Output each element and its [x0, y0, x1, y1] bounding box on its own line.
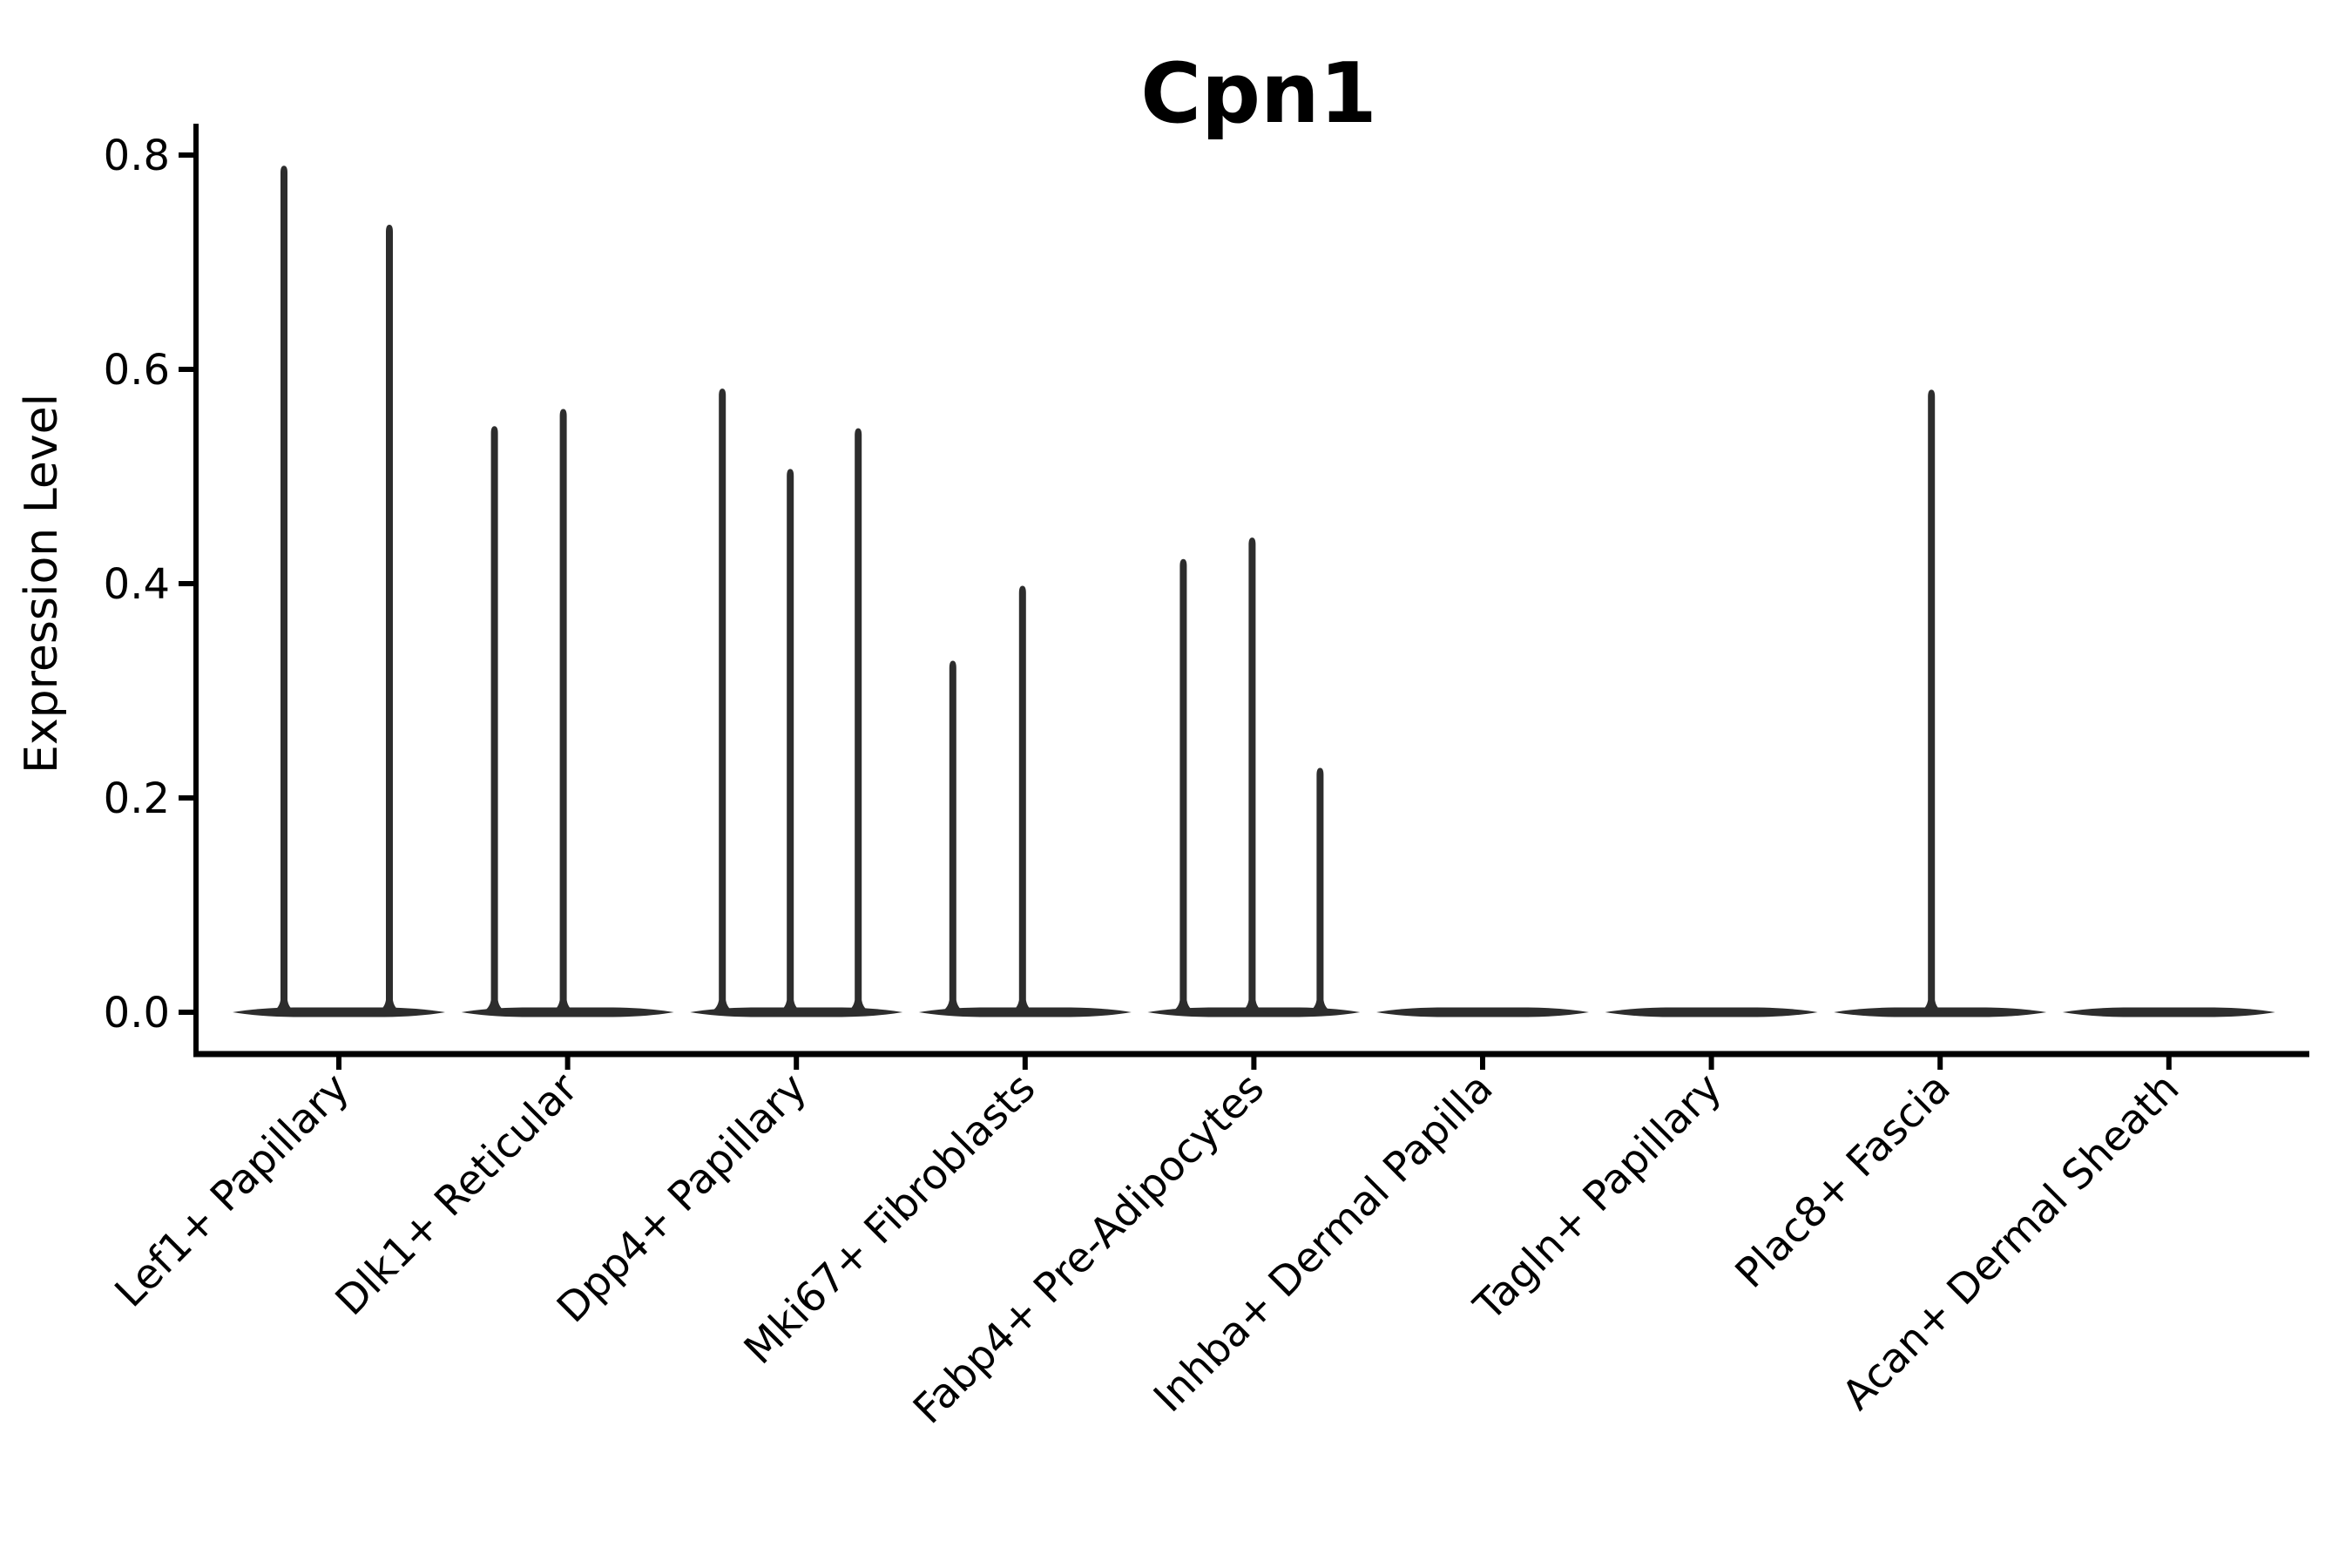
violin [690, 389, 903, 1017]
violin-base [233, 1007, 445, 1017]
violin-spike [1302, 767, 1338, 1014]
violin [461, 409, 674, 1017]
violin-base [1376, 1007, 1589, 1017]
violin-spike [841, 428, 876, 1014]
x-tick-label: Plac8+ Fascia [1727, 1064, 1960, 1298]
y-tick-label: 0.0 [104, 989, 170, 1037]
violin-spike [267, 166, 301, 1015]
violin-spike [476, 426, 512, 1014]
y-axis-label: Expression Level [16, 394, 68, 774]
violins-layer [233, 166, 2275, 1017]
violin [233, 166, 445, 1017]
violin-spike [773, 469, 808, 1014]
x-tick-label: Dpp4+ Papillary [548, 1064, 816, 1333]
violin-base [2062, 1007, 2275, 1017]
y-tick-label: 0.6 [104, 346, 170, 395]
x-tick-label: Dlk1+ Reticular [327, 1064, 588, 1325]
violin-spike [372, 224, 407, 1014]
violin-base [1605, 1007, 1818, 1017]
chart-title: Cpn1 [1140, 46, 1376, 142]
y-tick-label: 0.4 [104, 560, 170, 609]
violin-spike [545, 409, 581, 1014]
violin [1605, 1007, 1818, 1017]
violin-spike [705, 389, 740, 1014]
y-tick-label: 0.2 [104, 774, 170, 823]
violin-spike [1166, 558, 1201, 1014]
violin-spike [1234, 537, 1270, 1014]
violin [1834, 389, 2047, 1017]
violin [2062, 1007, 2275, 1017]
y-tick-label: 0.8 [104, 132, 170, 180]
violin-spike [1914, 389, 1950, 1014]
x-tick-label: Lef1+ Papillary [106, 1064, 359, 1317]
violin [1376, 1007, 1589, 1017]
violin [1147, 537, 1361, 1017]
violin-spike [1004, 585, 1040, 1014]
violin [918, 585, 1132, 1017]
x-tick-label: Tagln+ Papillary [1464, 1064, 1731, 1331]
violin-spike [935, 660, 970, 1014]
y-axis: 0.0 0.2 0.4 0.6 0.8 [104, 132, 196, 1037]
